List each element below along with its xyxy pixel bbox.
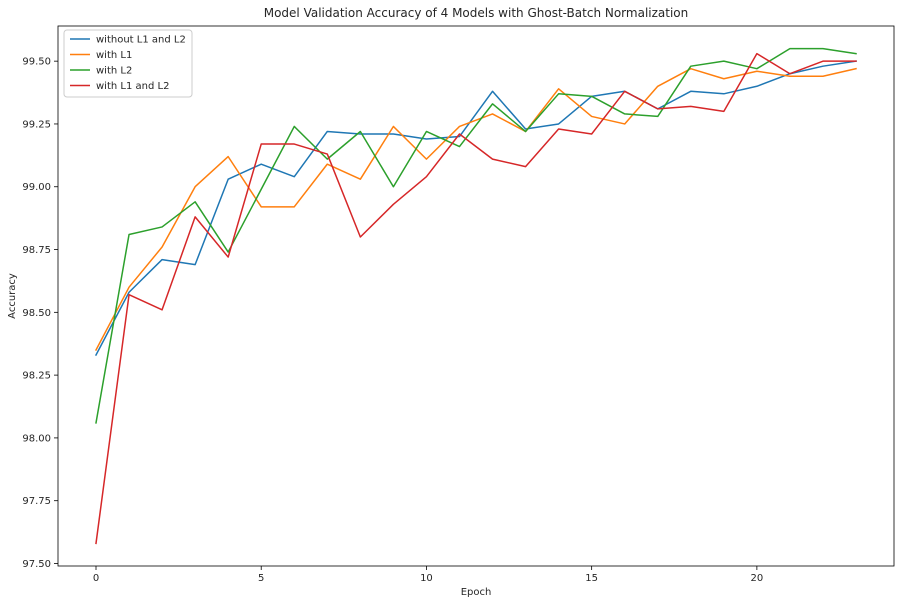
y-tick-label: 98.75 <box>22 245 51 256</box>
legend: without L1 and L2 with L1 with L2 with L1 a… <box>63 29 193 98</box>
x-tick-label: 20 <box>751 573 764 584</box>
x-tick-label: 5 <box>258 573 264 584</box>
x-tick-label: 10 <box>420 573 433 584</box>
series-line-4 <box>95 52 857 545</box>
y-tick-label: 97.75 <box>22 496 51 507</box>
x-tick-label: 0 <box>93 573 99 584</box>
y-tick-label: 99.50 <box>22 57 51 68</box>
y-tick-label: 99.25 <box>22 119 51 130</box>
legend-label: with L2 <box>96 66 132 77</box>
legend-label: without L1 and L2 <box>96 35 186 46</box>
plot-frame <box>57 25 895 567</box>
series-line-2 <box>94 67 857 352</box>
x-tick-label: 15 <box>585 573 598 584</box>
y-tick-label: 98.25 <box>22 371 51 382</box>
y-tick-label: 98.00 <box>22 433 51 444</box>
x-axis-title: Epoch <box>461 587 492 598</box>
legend-label: with L1 and L2 <box>96 81 169 92</box>
y-tick-label: 98.50 <box>22 308 51 319</box>
y-axis-title: Accuracy <box>7 273 18 319</box>
legend-label: with L1 <box>96 50 132 61</box>
plot-area: 0 5 10 15 20 97.50 97.75 98.00 98.25 98.50 98.75 99… <box>22 25 895 584</box>
series-line-1 <box>94 60 857 357</box>
y-tick-label: 99.00 <box>22 182 51 193</box>
chart-title: Model Validation Accuracy of 4 Models wi… <box>264 6 689 20</box>
legend-box <box>63 29 193 98</box>
y-tick-label: 97.50 <box>22 559 51 570</box>
series-line-3 <box>95 47 857 424</box>
